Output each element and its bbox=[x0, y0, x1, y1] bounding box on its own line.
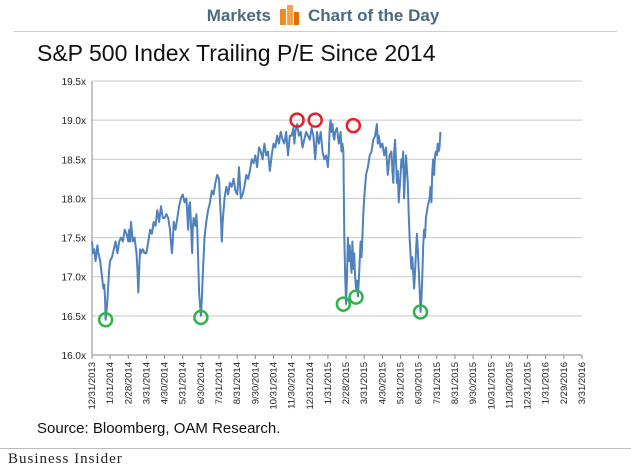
x-tick-label: 3/31/2014 bbox=[141, 362, 152, 404]
chart-title: S&P 500 Index Trailing P/E Since 2014 bbox=[37, 40, 436, 66]
header: Markets Chart of the Day bbox=[0, 0, 631, 30]
x-tick-label: 1/31/2015 bbox=[323, 362, 334, 404]
trough-marker bbox=[97, 312, 114, 328]
x-tick-label: 9/30/2015 bbox=[468, 362, 479, 404]
x-tick-label: 11/30/2014 bbox=[287, 362, 298, 409]
x-tick-label: 4/30/2015 bbox=[377, 362, 388, 404]
x-tick-label: 9/30/2014 bbox=[250, 362, 261, 404]
y-tick-label: 18.0x bbox=[62, 194, 86, 205]
x-tick-label: 12/31/2013 bbox=[87, 362, 98, 410]
x-tick-label: 8/31/2015 bbox=[450, 362, 461, 404]
trough-marker bbox=[348, 289, 364, 305]
y-tick-label: 19.5x bbox=[62, 77, 86, 88]
brand-logo: Business Insider bbox=[8, 451, 123, 468]
y-tick-label: 19.0x bbox=[62, 116, 86, 127]
x-tick-label: 1/31/2016 bbox=[541, 362, 552, 404]
x-tick-label: 5/31/2014 bbox=[178, 362, 189, 404]
peak-marker bbox=[307, 112, 323, 128]
trough-marker bbox=[193, 309, 209, 326]
peak-marker bbox=[345, 117, 362, 134]
y-tick-label: 16.0x bbox=[62, 351, 86, 362]
pe-series-line bbox=[91, 119, 442, 321]
x-tick-label: 3/31/2016 bbox=[577, 362, 588, 404]
x-tick-label: 8/31/2014 bbox=[232, 362, 243, 404]
y-tick-label: 17.0x bbox=[62, 273, 86, 284]
x-tick-label: 1/31/2014 bbox=[105, 362, 116, 404]
source-note: Source: Bloomberg, OAM Research. bbox=[37, 420, 281, 437]
x-tick-label: 4/30/2014 bbox=[160, 362, 171, 404]
y-tick-label: 17.5x bbox=[62, 234, 86, 245]
x-tick-label: 12/31/2014 bbox=[305, 362, 316, 410]
x-tick-label: 7/31/2015 bbox=[432, 362, 443, 404]
x-tick-label: 6/30/2015 bbox=[414, 362, 425, 404]
x-tick-label: 6/30/2014 bbox=[196, 362, 207, 404]
x-tick-label: 2/28/2014 bbox=[123, 362, 134, 404]
x-tick-label: 10/31/2015 bbox=[486, 362, 497, 410]
x-tick-label: 5/31/2015 bbox=[396, 362, 407, 404]
trough-marker bbox=[412, 304, 429, 320]
section-label[interactable]: Markets bbox=[206, 6, 271, 25]
header-divider bbox=[14, 31, 617, 32]
feature-label[interactable]: Chart of the Day bbox=[308, 6, 440, 25]
chart-of-the-day-logo-icon bbox=[280, 5, 299, 25]
y-tick-label: 16.5x bbox=[62, 312, 86, 323]
peak-marker bbox=[289, 112, 305, 128]
x-tick-label: 10/31/2014 bbox=[268, 362, 279, 410]
brand-text: Business Insider bbox=[8, 451, 123, 467]
x-tick-label: 3/31/2015 bbox=[359, 362, 370, 404]
trough-marker bbox=[335, 296, 352, 312]
x-tick-label: 11/30/2015 bbox=[504, 362, 515, 409]
x-tick-label: 12/31/2015 bbox=[523, 362, 534, 410]
x-tick-label: 2/29/2016 bbox=[559, 362, 570, 404]
x-tick-label: 2/28/2015 bbox=[341, 362, 352, 404]
footer-divider bbox=[0, 448, 631, 449]
y-tick-label: 18.5x bbox=[62, 155, 86, 166]
x-tick-label: 7/31/2014 bbox=[214, 362, 225, 404]
